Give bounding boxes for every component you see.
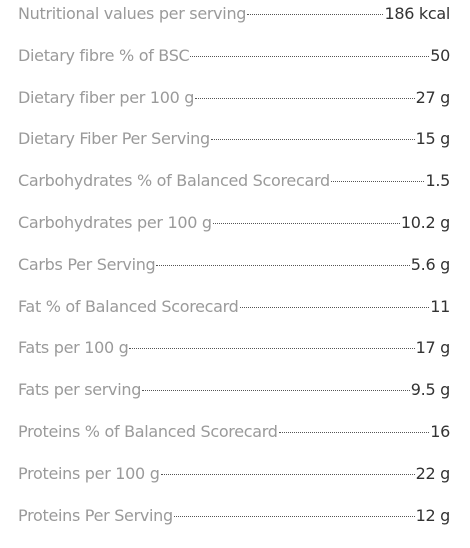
nutrition-row: Carbohydrates per 100 g 10.2 g (18, 209, 450, 251)
row-label: Nutritional values per serving (18, 4, 247, 23)
nutrition-row: Proteins Per Serving 12 g (18, 502, 450, 544)
dot-leader (212, 222, 400, 224)
dot-leader (156, 264, 410, 266)
nutrition-row: Dietary Fiber Per Serving 15 g (18, 125, 450, 167)
row-value: 22 g (415, 463, 451, 483)
row-value: 11 (430, 296, 450, 316)
row-label: Proteins per 100 g (18, 463, 160, 483)
row-value: 1.5 (425, 171, 450, 191)
row-value: 27 g (415, 87, 451, 107)
dot-leader (239, 306, 430, 308)
row-label: Carbs Per Serving (18, 254, 156, 274)
row-value: 10.2 g (400, 212, 450, 232)
row-value: 9.5 g (410, 380, 451, 400)
row-label: Fats per serving (18, 380, 142, 400)
nutrition-row: Nutritional values per serving 186 kcal (18, 0, 450, 42)
row-label: Fats per 100 g (18, 338, 129, 358)
nutrition-row: Fats per serving 9.5 g (18, 376, 450, 418)
nutrition-row: Dietary fiber per 100 g 27 g (18, 84, 450, 126)
row-label: Proteins Per Serving (18, 505, 173, 525)
dot-leader (278, 431, 430, 433)
dot-leader (210, 139, 415, 141)
row-label: Proteins % of Balanced Scorecard (18, 421, 278, 441)
row-value: 16 (430, 421, 450, 441)
row-label: Carbohydrates per 100 g (18, 212, 212, 232)
dot-leader (195, 97, 415, 99)
row-value: 50 (430, 45, 450, 65)
row-value: 15 g (415, 129, 451, 149)
nutrition-row: Carbohydrates % of Balanced Scorecard 1.5 (18, 167, 450, 209)
row-label: Dietary Fiber Per Serving (18, 129, 210, 149)
row-label: Fat % of Balanced Scorecard (18, 296, 239, 316)
nutrition-row: Proteins per 100 g 22 g (18, 460, 450, 502)
dot-leader (129, 348, 415, 350)
dot-leader (160, 473, 415, 475)
row-value: 5.6 g (410, 254, 451, 274)
dot-leader (247, 14, 384, 15)
dot-leader (173, 515, 415, 517)
dot-leader (142, 390, 410, 392)
nutrition-row: Fats per 100 g 17 g (18, 334, 450, 376)
row-value: 12 g (415, 505, 451, 525)
row-label: Dietary fibre % of BSC (18, 45, 190, 65)
row-label: Dietary fiber per 100 g (18, 87, 195, 107)
nutrition-row: Proteins % of Balanced Scorecard 16 (18, 418, 450, 460)
dot-leader (190, 55, 430, 57)
nutrition-row: Fat % of Balanced Scorecard 11 (18, 293, 450, 335)
row-label: Carbohydrates % of Balanced Scorecard (18, 171, 330, 191)
nutrition-row: Dietary fibre % of BSC 50 (18, 42, 450, 84)
row-value: 186 kcal (384, 4, 450, 23)
nutrition-row: Carbs Per Serving 5.6 g (18, 251, 450, 293)
nutrition-list: Nutritional values per serving 186 kcal Di… (18, 0, 450, 543)
row-value: 17 g (415, 338, 451, 358)
dot-leader (330, 181, 425, 183)
